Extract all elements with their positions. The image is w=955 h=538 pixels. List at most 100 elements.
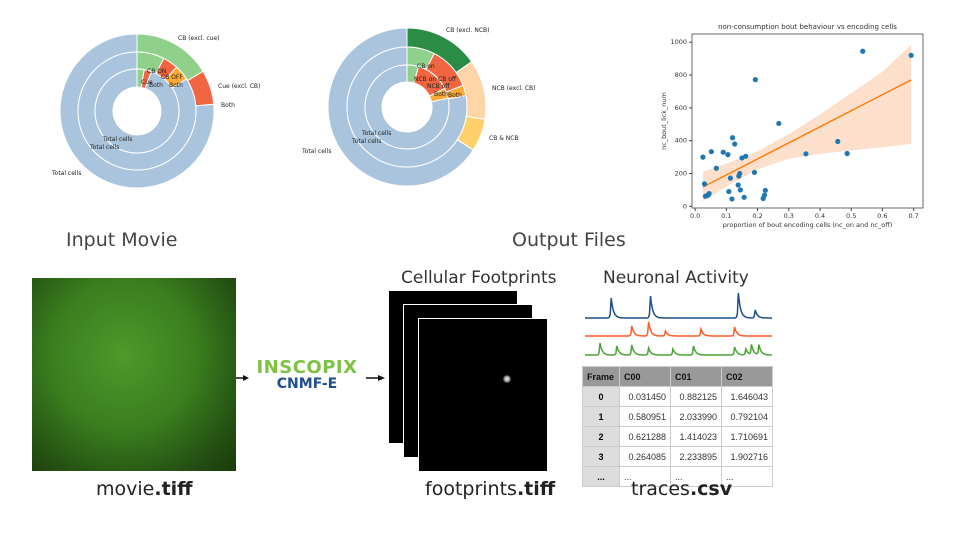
label: CB ON bbox=[147, 68, 166, 75]
footprints-filename: footprints.tiff bbox=[425, 478, 555, 500]
y-axis-label: nc_bout_lick_num bbox=[660, 92, 668, 150]
label: Both bbox=[448, 92, 462, 99]
x-tick-label: 0.3 bbox=[784, 212, 794, 220]
scatter-point bbox=[743, 153, 749, 159]
label: Total cells bbox=[89, 144, 119, 151]
donut-chart-2 bbox=[327, 27, 487, 187]
x-tick-label: 0.5 bbox=[846, 212, 856, 220]
x-tick-label: 0.2 bbox=[752, 212, 762, 220]
table-cell: ... bbox=[721, 466, 773, 487]
column-header: Frame bbox=[582, 366, 620, 387]
scatter-point bbox=[729, 135, 736, 141]
filename-ext: .csv bbox=[689, 478, 733, 500]
footprints-title: Cellular Footprints bbox=[401, 268, 557, 288]
x-tick-label: 0.7 bbox=[908, 212, 918, 220]
confidence-band bbox=[702, 44, 912, 202]
plot-frame bbox=[691, 33, 924, 209]
frame-cell: 1 bbox=[582, 406, 620, 427]
scatter-point bbox=[751, 169, 758, 175]
traces-filename: traces.csv bbox=[631, 478, 732, 500]
label: Cue (excl. CB) bbox=[218, 83, 260, 90]
scatter-point bbox=[776, 120, 782, 127]
y-tick-label: 200 bbox=[675, 170, 687, 178]
scatter-point bbox=[752, 77, 758, 83]
table-cell: ... bbox=[619, 466, 671, 487]
table-cell: 0.264085 bbox=[619, 446, 671, 467]
donut-chart-1 bbox=[59, 33, 215, 189]
inscopix-logo: INSCOPIX CNMF-E bbox=[254, 357, 360, 392]
scatter-point bbox=[741, 194, 747, 200]
column-header: C00 bbox=[619, 366, 671, 387]
scatter-point bbox=[835, 138, 841, 145]
label: CB & NCB bbox=[489, 135, 519, 142]
footprint-frame bbox=[418, 318, 548, 472]
column-header: C02 bbox=[721, 366, 773, 387]
activity-trace bbox=[585, 292, 772, 319]
column-header: C01 bbox=[670, 366, 722, 387]
donut-slice-inner bbox=[94, 68, 180, 154]
table-cell: 0.792104 bbox=[721, 406, 773, 427]
y-tick-label: 0 bbox=[683, 202, 687, 210]
scatter-point bbox=[860, 48, 866, 54]
y-tick-label: 600 bbox=[675, 104, 687, 112]
scatter-point bbox=[725, 152, 731, 158]
label: CB OFF bbox=[161, 74, 183, 81]
scatter-point bbox=[844, 150, 850, 157]
y-tick-label: 800 bbox=[675, 71, 687, 79]
section-output-title: Output Files bbox=[512, 229, 626, 251]
label: Total cells bbox=[102, 136, 132, 143]
table-cell: 2.033990 bbox=[670, 406, 722, 427]
table-row: 3 0.264085 2.233895 1.902716 bbox=[582, 446, 773, 467]
label: Both bbox=[149, 82, 163, 89]
scatter-point bbox=[729, 196, 735, 202]
scatter-point bbox=[701, 181, 708, 187]
y-tick-label: 400 bbox=[675, 137, 687, 145]
label: Total cells bbox=[351, 138, 381, 145]
filename-stem: movie bbox=[96, 478, 155, 500]
scatter-point bbox=[803, 151, 809, 157]
frame-cell: 0 bbox=[582, 386, 620, 407]
arrow-icon bbox=[236, 375, 249, 381]
x-tick-label: 0.6 bbox=[877, 212, 887, 220]
logo-brand: INSCOPIX bbox=[256, 357, 358, 378]
footprint-spot bbox=[503, 375, 511, 383]
table-cell: 0.882125 bbox=[670, 386, 722, 407]
label: Both bbox=[221, 102, 235, 109]
regression-line bbox=[702, 79, 912, 188]
label: CB (excl. NCB) bbox=[446, 27, 490, 34]
table-cell: 1.646043 bbox=[721, 386, 773, 407]
scatter-chart: 0.0 0.1 0.2 0.3 0.4 0.5 0.6 0.7 0 200 400 600 800 100… bbox=[660, 23, 924, 229]
scatter-point bbox=[737, 170, 743, 177]
label: Total cells bbox=[301, 148, 331, 155]
scatter-point bbox=[737, 187, 743, 193]
scatter-point bbox=[762, 187, 768, 194]
table-cell: 0.031450 bbox=[619, 386, 671, 407]
label: Both bbox=[434, 91, 448, 98]
label: Total cells bbox=[361, 130, 391, 137]
x-tick-label: 0.4 bbox=[815, 212, 825, 220]
label: Total cells bbox=[51, 170, 81, 177]
scatter-point bbox=[761, 192, 768, 198]
table-cell: 1.414023 bbox=[670, 426, 722, 447]
chart-title: non-consumption bout behaviour vs encodi… bbox=[718, 23, 897, 31]
filename-ext: .tiff bbox=[516, 478, 556, 500]
label: CB (excl. cue) bbox=[178, 35, 220, 42]
label: NCB off bbox=[427, 83, 450, 90]
section-input-title: Input Movie bbox=[66, 229, 178, 251]
frame-cell: 3 bbox=[582, 446, 620, 467]
filename-stem: footprints bbox=[425, 478, 517, 500]
scatter-point bbox=[908, 52, 914, 58]
frame-cell: ... bbox=[582, 466, 620, 487]
scatter-point bbox=[708, 149, 714, 155]
table-cell: 1.710691 bbox=[721, 426, 773, 447]
x-tick-label: 0.1 bbox=[721, 212, 731, 220]
activity-title: Neuronal Activity bbox=[603, 268, 749, 288]
table-row: 1 0.580951 2.033990 0.792104 bbox=[582, 406, 773, 427]
arrow-icon bbox=[366, 375, 385, 381]
traces-table: Frame C00 C01 C02 0 0.031450 0.882125 1.646043… bbox=[582, 366, 773, 487]
neuronal-traces bbox=[585, 292, 772, 356]
y-tick-label: 1000 bbox=[670, 38, 687, 46]
label: CB off bbox=[438, 76, 457, 83]
